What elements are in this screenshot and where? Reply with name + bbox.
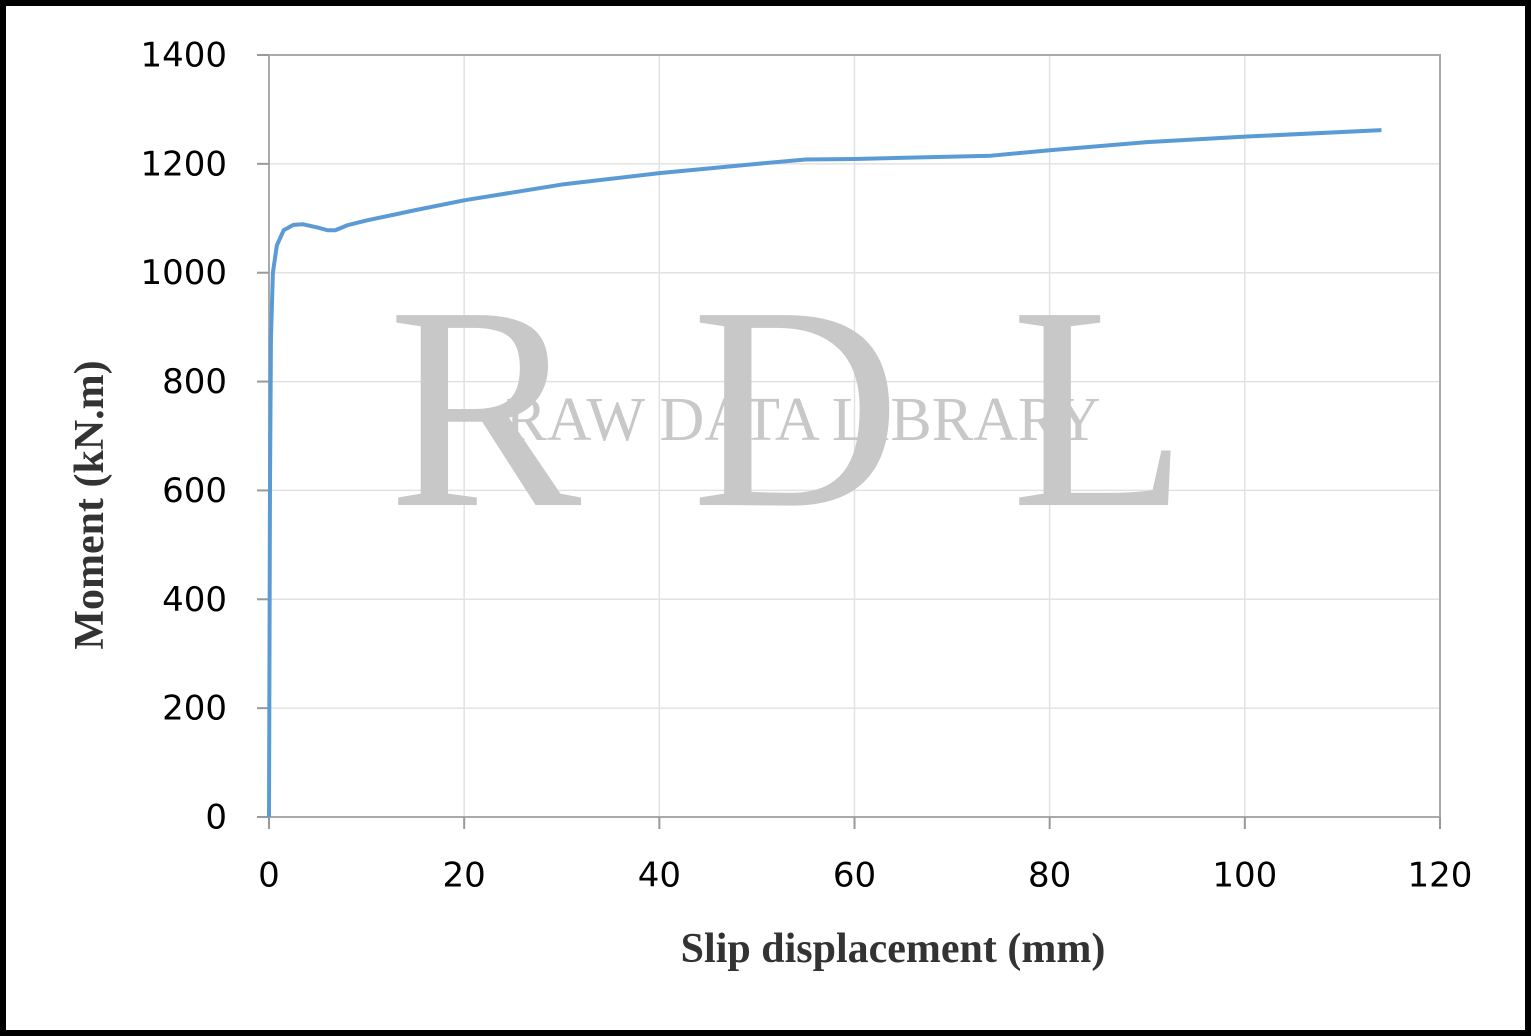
y-tick-label: 0 [205, 798, 227, 838]
x-tick-label: 0 [258, 856, 280, 896]
y-axis-title: Moment (kN.m) [67, 360, 113, 649]
x-tick-label: 60 [833, 856, 876, 896]
watermark: RDL [388, 247, 1298, 568]
y-tick-label: 400 [162, 580, 227, 620]
x-tick-label: 100 [1212, 856, 1277, 896]
y-tick-label: 1200 [140, 144, 227, 184]
y-tick-label: 600 [162, 471, 227, 511]
watermark-text: RAW DATA LIBRARY [505, 386, 1100, 454]
x-tick-label: 120 [1408, 856, 1473, 896]
x-tick-label: 80 [1028, 856, 1071, 896]
x-tick-label: 20 [443, 856, 486, 896]
data-line [267, 128, 1382, 818]
x-axis-title: Slip displacement (mm) [681, 926, 1106, 972]
y-tick-label: 800 [162, 362, 227, 402]
y-tick-label: 1400 [140, 36, 227, 76]
y-tick-label: 1000 [140, 253, 227, 293]
y-tick-label: 200 [162, 689, 227, 729]
x-tick-label: 40 [638, 856, 681, 896]
